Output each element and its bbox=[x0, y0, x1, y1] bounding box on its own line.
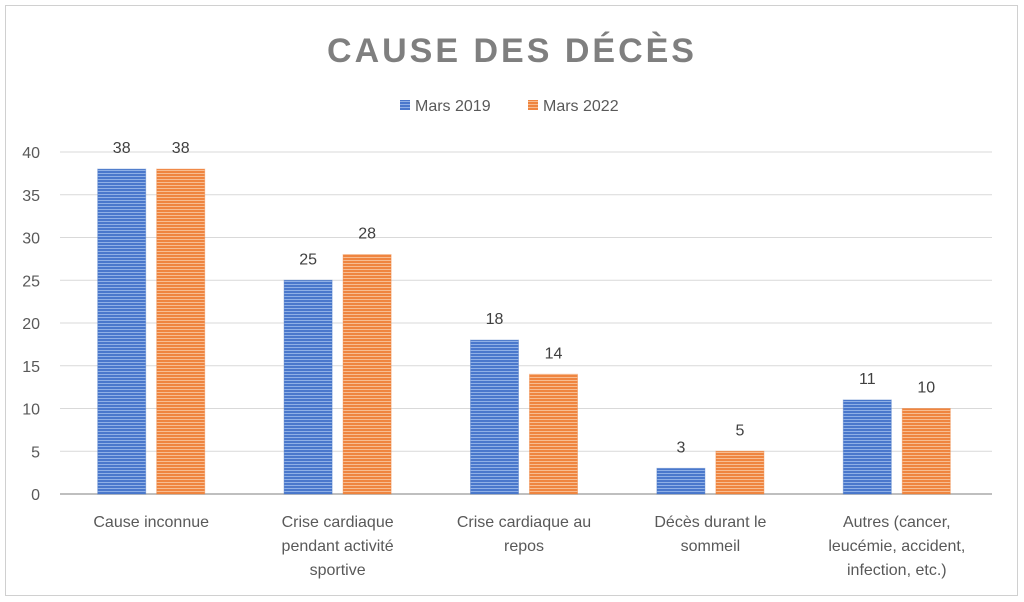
legend-label: Mars 2019 bbox=[415, 98, 491, 115]
y-tick-label: 10 bbox=[22, 402, 40, 419]
x-tick-label: pendant activité bbox=[282, 538, 394, 555]
legend-swatch bbox=[528, 100, 538, 110]
data-label: 38 bbox=[113, 140, 131, 157]
y-tick-label: 40 bbox=[22, 145, 40, 162]
x-tick-label: leucémie, accident, bbox=[828, 538, 965, 555]
x-tick-label: Autres (cancer, bbox=[843, 514, 951, 531]
x-tick-label: Décès durant le bbox=[654, 514, 766, 531]
x-tick-label: Crise cardiaque au bbox=[457, 514, 591, 531]
data-label: 38 bbox=[172, 140, 190, 157]
bar bbox=[97, 168, 147, 495]
data-label: 11 bbox=[859, 371, 876, 388]
x-tick-label: sportive bbox=[310, 562, 366, 579]
bar bbox=[342, 254, 392, 495]
y-tick-label: 0 bbox=[31, 487, 40, 504]
data-label: 14 bbox=[545, 345, 563, 362]
x-tick-label: repos bbox=[504, 538, 544, 555]
legend: Mars 2019 Mars 2022 bbox=[400, 98, 619, 115]
x-tick-label: infection, etc.) bbox=[847, 562, 947, 579]
bar bbox=[901, 408, 951, 495]
y-tick-label: 5 bbox=[31, 444, 40, 461]
bar bbox=[156, 168, 206, 495]
y-tick-label: 15 bbox=[22, 359, 40, 376]
legend-label: Mars 2022 bbox=[543, 98, 619, 115]
data-label: 3 bbox=[676, 439, 685, 456]
data-label: 18 bbox=[486, 311, 504, 328]
bar bbox=[529, 373, 578, 495]
bar bbox=[470, 339, 519, 495]
bar bbox=[842, 399, 892, 495]
chart-title: CAUSE DES DÉCÈS bbox=[327, 32, 697, 70]
x-tick-label: Crise cardiaque bbox=[282, 514, 394, 531]
x-tick-label: sommeil bbox=[681, 538, 741, 555]
y-tick-label: 25 bbox=[22, 273, 40, 290]
y-tick-label: 20 bbox=[22, 316, 40, 333]
bar bbox=[283, 279, 333, 495]
bars: 38 38 25 28 18 14 3 5 11 10 bbox=[97, 140, 951, 495]
legend-swatch bbox=[400, 100, 410, 110]
x-tick-label: Cause inconnue bbox=[93, 514, 209, 531]
data-label: 25 bbox=[299, 251, 317, 268]
x-axis-labels: Cause inconnue Crise cardiaque pendant act… bbox=[93, 514, 965, 579]
data-label: 10 bbox=[917, 380, 935, 397]
data-label: 28 bbox=[358, 226, 376, 243]
y-tick-label: 35 bbox=[22, 188, 40, 205]
data-label: 5 bbox=[735, 422, 744, 439]
y-tick-label: 30 bbox=[22, 231, 40, 248]
bar bbox=[715, 450, 765, 495]
bar bbox=[656, 467, 706, 495]
